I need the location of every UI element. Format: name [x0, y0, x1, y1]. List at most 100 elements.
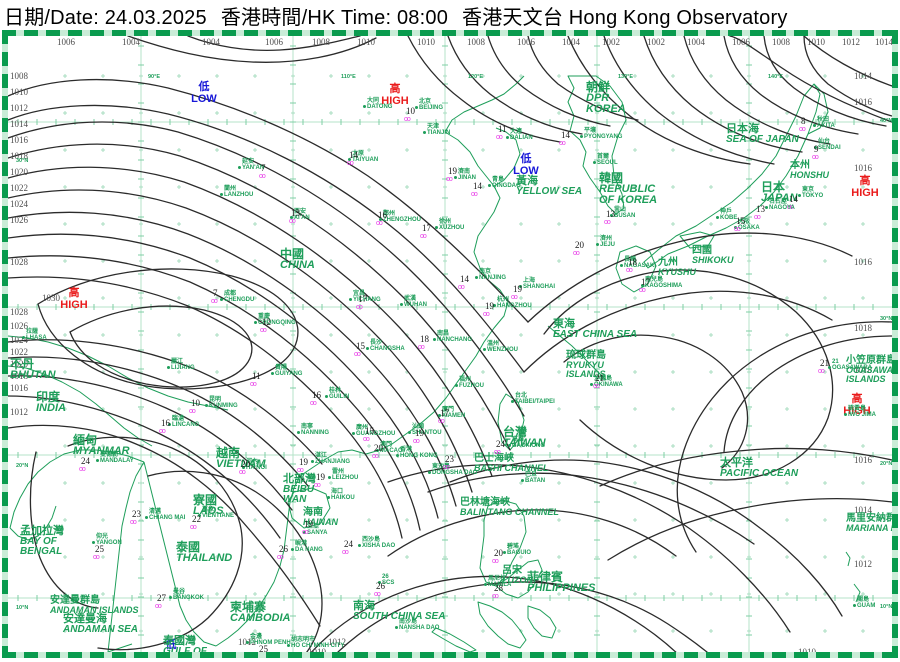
- station-temperature: 19: [448, 166, 457, 176]
- isobar-label: 1002: [647, 37, 665, 47]
- region-label: 九州 KYUSHU: [658, 257, 697, 277]
- station-weather-symbol: oo: [492, 558, 499, 565]
- isobar-label: 1030: [42, 293, 60, 303]
- region-label: 海南 HAINAN: [303, 507, 338, 527]
- station-weather-symbol: oo: [277, 554, 284, 561]
- station-temperature: 15: [356, 341, 365, 351]
- station-dot: [297, 431, 300, 434]
- isobar-label: 1028: [10, 257, 28, 267]
- station-dot: [455, 384, 458, 387]
- station-label: 蘭州 LANZHOU: [224, 186, 254, 198]
- station-dot: [814, 146, 817, 149]
- station-weather-symbol: oo: [604, 219, 611, 226]
- isobar-label: 1024: [10, 335, 28, 345]
- station-weather-symbol: oo: [458, 284, 465, 291]
- station-dot: [205, 404, 208, 407]
- isobar-label: 1014: [10, 119, 28, 129]
- station-weather-symbol: oo: [159, 428, 166, 435]
- station-label: 碧瑤 BAGUIO: [507, 544, 531, 556]
- region-label: 安達曼群島 ANDAMAN ISLANDS: [50, 595, 139, 615]
- region-label: 馬里安納群島MARIANA ISLANDS: [846, 513, 892, 533]
- station-label: 天津 TIANJIN: [427, 124, 451, 136]
- high-pressure-marker: 高 HIGH: [843, 393, 871, 417]
- station-label: 21 OGASAWARA: [832, 359, 873, 371]
- station-dot: [508, 444, 511, 447]
- station-label: 神戶 KOBE: [720, 209, 738, 221]
- station-dot: [168, 423, 171, 426]
- station-weather-symbol: oo: [250, 381, 257, 388]
- isobar-label: 1016: [854, 257, 872, 267]
- station-weather-symbol: oo: [259, 173, 266, 180]
- station-label: 關島 GUAM: [857, 597, 876, 609]
- station-dot: [844, 413, 847, 416]
- station-dot: [423, 131, 426, 134]
- station-label: 廈門 XIAMEN: [442, 407, 466, 419]
- station-temperature: 18: [628, 257, 637, 267]
- region-label: 巴林塘海峽 BALINTANG CHANNEL: [460, 497, 559, 517]
- station-temperature: 27: [157, 593, 166, 603]
- station-label: 太原 TAIYUAN: [352, 151, 379, 163]
- station-temperature: 21: [595, 373, 604, 383]
- station-temperature: 20: [575, 240, 584, 250]
- station-dot: [220, 193, 223, 196]
- station-label: 宜昌 YICHANG: [353, 291, 381, 303]
- station-label: 硫黃島 IWO JIMA: [848, 406, 876, 418]
- isobar-label: 1010: [417, 37, 435, 47]
- isobar-label: 1008: [467, 37, 485, 47]
- station-weather-symbol: oo: [494, 449, 501, 456]
- station-weather-symbol: oo: [342, 549, 349, 556]
- station-dot: [610, 214, 613, 217]
- station-weather-symbol: oo: [593, 383, 600, 390]
- station-weather-symbol: oo: [404, 116, 411, 123]
- sea-label: 南海 SOUTH CHINA SEA: [353, 600, 446, 622]
- isobar-label: 1008: [312, 37, 330, 47]
- station-temperature: 19: [316, 472, 325, 482]
- isobar-label: 1012: [10, 407, 28, 417]
- station-weather-symbol: oo: [356, 304, 363, 311]
- station-dot: [438, 414, 441, 417]
- station-temperature: 11: [498, 124, 507, 134]
- map-canvas: 1006 1004 1004 1006 1008 1010 1010 1008 1006 1004…: [8, 36, 892, 652]
- station-label: 三亞 SANYA: [307, 524, 328, 536]
- station-temperature: 25: [95, 544, 104, 554]
- station-temperature: 8: [801, 116, 806, 126]
- station-weather-symbol: oo: [314, 482, 321, 489]
- station-label: 首爾 SEOUL: [597, 154, 618, 166]
- station-label: 成都 CHENGDU: [224, 291, 255, 303]
- sea-label: 太平洋 PACIFIC OCEAN: [720, 457, 799, 479]
- station-label: 清邁 CHIANG MAI: [149, 509, 186, 521]
- station-temperature: 24: [344, 539, 353, 549]
- isobar-label: 1010: [798, 647, 816, 653]
- station-label: 溫州 WENZHOU: [487, 341, 518, 353]
- station-weather-symbol: oo: [347, 160, 354, 167]
- isobar-label: 1006: [732, 37, 750, 47]
- graticule-label: 110°E: [341, 74, 356, 80]
- station-weather-symbol: oo: [93, 554, 100, 561]
- sea-label: 東海 EAST CHINA SEA: [553, 318, 638, 340]
- station-weather-symbol: oo: [79, 466, 86, 473]
- station-weather-symbol: oo: [812, 154, 819, 161]
- isobar-label: 1004: [562, 37, 580, 47]
- isobar-label: 1020: [10, 167, 28, 177]
- station-label: 北京 BEIJING: [419, 99, 444, 111]
- station-label: 巴旦 BATAN: [525, 472, 546, 484]
- station-label: 釜山 BUSAN: [614, 207, 636, 219]
- station-label: 鄭州 ZHENGZHOU: [383, 211, 421, 223]
- station-label: 拉薩 LHASA: [26, 329, 47, 341]
- isobar-label: 1006: [265, 37, 283, 47]
- station-temperature: 11: [252, 371, 261, 381]
- station-dot: [366, 347, 369, 350]
- station-weather-symbol: oo: [374, 591, 381, 598]
- station-dot: [287, 644, 290, 647]
- isobar-label: 1014: [854, 505, 872, 515]
- station-label: 濟州 JEJU: [600, 236, 616, 248]
- isobar-label: 1026: [10, 321, 28, 331]
- station-weather-symbol: oo: [310, 400, 317, 407]
- station-label: 南京 NANJING: [479, 269, 507, 281]
- high-pressure-marker: 高 HIGH: [60, 287, 88, 311]
- station-temperature: 15: [736, 216, 745, 226]
- station-dot: [853, 604, 856, 607]
- station-dot: [220, 298, 223, 301]
- station-temperature: 23: [445, 454, 454, 464]
